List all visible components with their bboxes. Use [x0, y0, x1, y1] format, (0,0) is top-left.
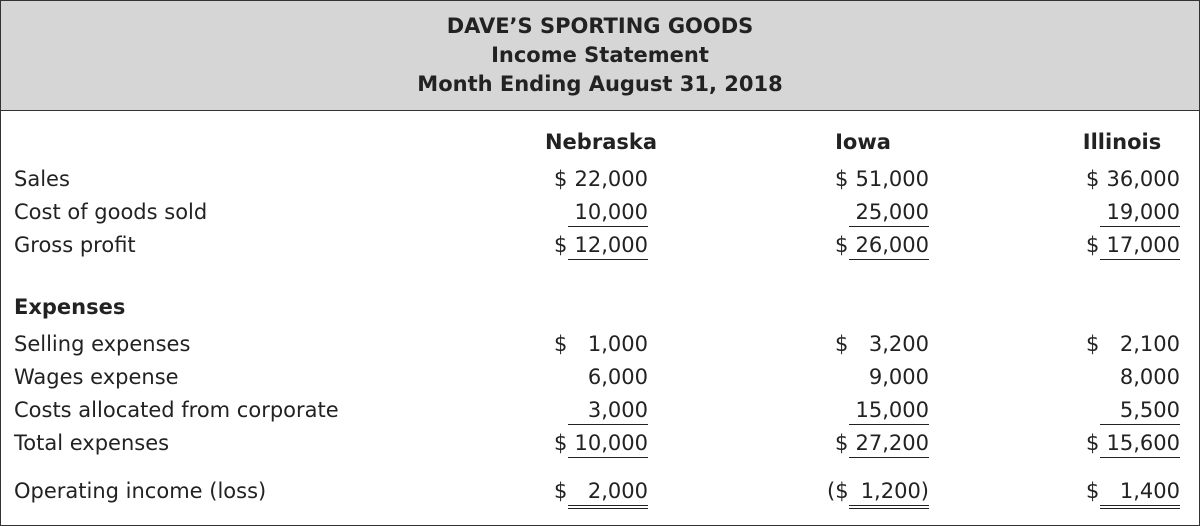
value-cell: 3,000	[568, 397, 648, 425]
value-cell: $2,100	[1086, 331, 1180, 358]
value-cell: $17,000	[1086, 232, 1180, 260]
value-cell: 10,000	[568, 199, 648, 227]
amount: 9,000	[868, 365, 929, 389]
amount: 3,000	[587, 398, 648, 422]
value-cell: $10,000	[554, 430, 648, 458]
amount: 2,100	[1119, 332, 1180, 356]
currency-symbol: $	[835, 167, 849, 191]
value-cell: 19,000	[1100, 199, 1180, 227]
amount: 1,200)	[860, 479, 929, 503]
column-header-nebraska: Nebraska	[544, 130, 657, 154]
value-cell: 6,000	[568, 364, 648, 391]
amount: 17,000	[1106, 233, 1180, 257]
column-header-illinois: Illinois	[1082, 130, 1162, 154]
value-cell: $1,400	[1086, 478, 1180, 509]
currency-symbol: $	[835, 332, 849, 356]
currency-symbol: $	[554, 332, 568, 356]
statement-header: DAVE’S SPORTING GOODS Income Statement M…	[1, 1, 1199, 111]
value-cell: $26,000	[835, 232, 929, 260]
value-cell: $51,000	[835, 166, 929, 193]
currency-symbol: $	[835, 233, 849, 257]
value-cell: 8,000	[1100, 364, 1180, 391]
value-cell: $3,200	[835, 331, 929, 358]
currency-symbol: $	[554, 233, 568, 257]
amount: 5,500	[1119, 398, 1180, 422]
currency-symbol: $	[554, 167, 568, 191]
value-cell: $22,000	[554, 166, 648, 193]
column-header-iowa: Iowa	[835, 130, 891, 154]
value-cell: $15,600	[1086, 430, 1180, 458]
currency-symbol: $	[1086, 332, 1100, 356]
value-cell: 9,000	[849, 364, 929, 391]
section-heading: Expenses	[14, 295, 126, 319]
row-label: Operating income (loss)	[14, 479, 267, 503]
currency-symbol: $	[554, 479, 568, 503]
row-label: Costs allocated from corporate	[14, 398, 339, 422]
value-cell: ($ 1,200)	[827, 478, 929, 509]
amount: 36,000	[1106, 167, 1180, 191]
amount: 15,600	[1106, 431, 1180, 455]
value-cell: 15,000	[849, 397, 929, 425]
amount: 25,000	[855, 200, 929, 224]
value-cell: $1,000	[554, 331, 648, 358]
row-label: Selling expenses	[14, 332, 191, 356]
row-label: Sales	[14, 167, 70, 191]
amount: 15,000	[855, 398, 929, 422]
currency-symbol: $	[1086, 167, 1100, 191]
amount: 6,000	[587, 365, 648, 389]
amount: 1,400	[1119, 479, 1180, 503]
amount: 19,000	[1106, 200, 1180, 224]
amount: 1,000	[587, 332, 648, 356]
currency-symbol: ($	[827, 479, 849, 503]
row-label: Cost of goods sold	[14, 200, 208, 224]
value-cell: $36,000	[1086, 166, 1180, 193]
amount: 26,000	[855, 233, 929, 257]
row-label: Total expenses	[14, 431, 170, 455]
value-cell: $27,200	[835, 430, 929, 458]
row-label: Wages expense	[14, 365, 179, 389]
amount: 27,200	[855, 431, 929, 455]
amount: 51,000	[855, 167, 929, 191]
statement-title: Income Statement	[491, 43, 709, 67]
amount: 10,000	[574, 431, 648, 455]
currency-symbol: $	[1086, 431, 1100, 455]
company-name: DAVE’S SPORTING GOODS	[446, 14, 754, 38]
amount: 3,200	[868, 332, 929, 356]
value-cell: 5,500	[1100, 397, 1180, 425]
amount: 22,000	[574, 167, 648, 191]
value-cell: $12,000	[554, 232, 648, 260]
amount: 2,000	[587, 479, 648, 503]
currency-symbol: $	[554, 431, 568, 455]
row-label: Gross profit	[14, 233, 136, 257]
currency-symbol: $	[835, 431, 849, 455]
value-cell: 25,000	[849, 199, 929, 227]
value-cell: $2,000	[554, 478, 648, 509]
amount: 10,000	[574, 200, 648, 224]
amount: 12,000	[574, 233, 648, 257]
statement-period: Month Ending August 31, 2018	[417, 72, 783, 96]
currency-symbol: $	[1086, 479, 1100, 503]
currency-symbol: $	[1086, 233, 1100, 257]
amount: 8,000	[1119, 365, 1180, 389]
